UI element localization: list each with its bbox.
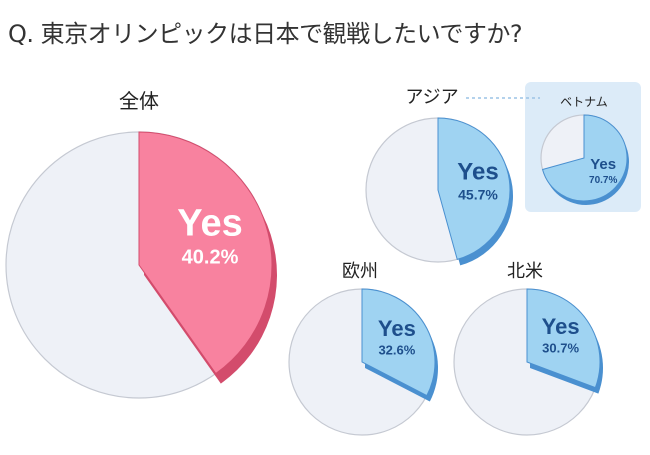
europe-yes-slice: [361, 288, 436, 397]
question-title: Q. 東京オリンピックは日本で観戦したいですか?: [8, 20, 523, 48]
vietnam-pie-title: ベトナム: [560, 95, 608, 109]
namerica-pie-title: 北米: [507, 261, 543, 282]
europe-yes-label: Yes: [378, 316, 416, 341]
overall-yes-label: Yes: [177, 202, 243, 244]
asia-yes-value: 45.7%: [458, 186, 498, 202]
overall-pie-title: 全体: [119, 89, 159, 113]
namerica-yes-label: Yes: [542, 314, 580, 339]
vietnam-yes-value: 70.7%: [589, 175, 617, 186]
vietnam-yes-slice: [541, 114, 628, 202]
asia-yes-label: Yes: [457, 159, 498, 186]
europe-pie-title: 欧州: [342, 261, 378, 282]
overall-yes-value: 40.2%: [182, 246, 239, 268]
overall-yes-slice: [138, 131, 273, 375]
asia-yes-slice: [437, 117, 511, 261]
namerica-yes-value: 30.7%: [542, 340, 579, 355]
namerica-yes-slice: [526, 288, 601, 389]
europe-yes-value: 32.6%: [378, 342, 415, 357]
asia-pie-title: アジア: [405, 87, 458, 108]
vietnam-pie: ベトナム Yes 70.7%: [540, 95, 629, 205]
vietnam-yes-label: Yes: [590, 156, 616, 173]
